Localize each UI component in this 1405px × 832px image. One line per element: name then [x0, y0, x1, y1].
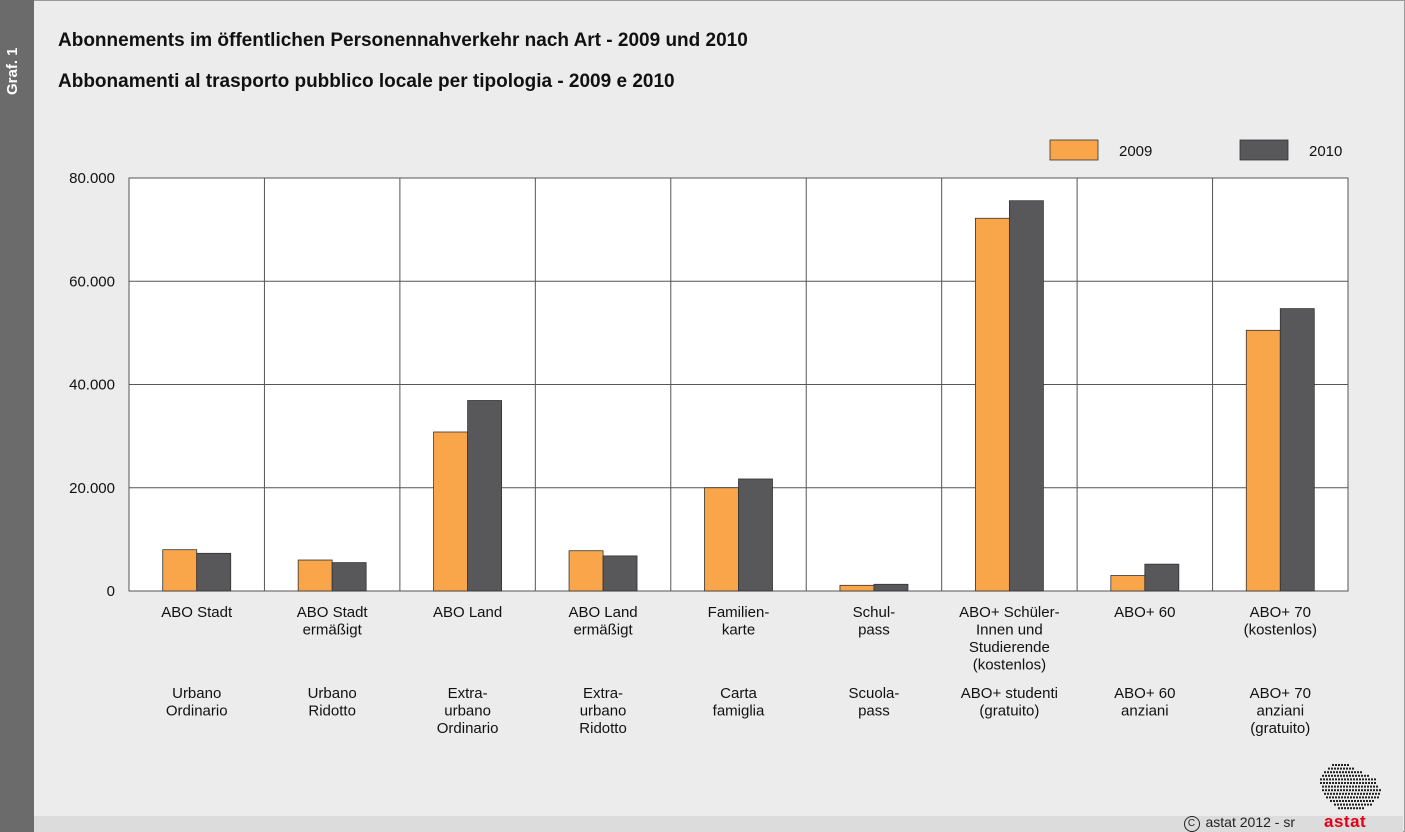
- copyright-icon: C: [1183, 816, 1200, 832]
- y-tick-label: 0: [107, 583, 115, 600]
- chart-title-italian: Abbonamenti al trasporto pubblico locale…: [58, 71, 675, 92]
- category-label-it: ABO+ 60: [1114, 685, 1175, 702]
- category-label-it: Ordinario: [166, 703, 228, 720]
- category-label-it: anziani: [1121, 703, 1169, 720]
- category-label-it: anziani: [1257, 703, 1305, 720]
- category-label-de: Schul-: [853, 604, 896, 621]
- bar-2009-2: [433, 431, 469, 592]
- category-label-de: ermäßigt: [303, 622, 363, 639]
- category-label-de: ABO Stadt: [161, 604, 233, 621]
- bars: [162, 200, 1315, 592]
- credit-text: astat 2012 - sr: [1205, 814, 1296, 830]
- bar-2010-8: [1279, 308, 1315, 592]
- bar-2009-5: [839, 584, 875, 592]
- category-label-it: pass: [858, 703, 890, 720]
- category-label-de: Studierende: [969, 639, 1050, 656]
- bar-2009-8: [1245, 329, 1281, 592]
- category-label-de: (kostenlos): [973, 657, 1046, 674]
- bar-2009-0: [162, 549, 198, 592]
- bar-2009-6: [974, 217, 1010, 592]
- bar-2009-1: [297, 559, 333, 592]
- category-label-it: ABO+ studenti: [961, 685, 1058, 702]
- category-label-de: pass: [858, 622, 890, 639]
- category-label-de: ABO Land: [568, 604, 637, 621]
- bar-2009-7: [1110, 575, 1146, 592]
- bar-2010-2: [467, 400, 503, 592]
- category-label-it: ABO+ 70: [1250, 685, 1311, 702]
- bar-2010-4: [738, 478, 773, 592]
- chart-title-german: Abonnements im öffentlichen Personennahv…: [58, 30, 748, 51]
- category-label-it: Carta: [720, 685, 757, 702]
- category-label-de: ABO Land: [433, 604, 502, 621]
- category-label-it: Scuola-: [849, 685, 900, 702]
- category-label-it: Urbano: [172, 685, 221, 702]
- category-label-it: urbano: [444, 703, 491, 720]
- y-tick-label: 40.000: [69, 377, 115, 394]
- category-label-de: ABO+ 60: [1114, 604, 1175, 621]
- category-label-it: Extra-: [583, 685, 623, 702]
- category-label-de: Innen und: [976, 622, 1043, 639]
- category-label-de: ABO+ 70: [1250, 604, 1311, 621]
- bar-2010-1: [331, 562, 367, 592]
- category-label-it: (gratuito): [979, 703, 1039, 720]
- legend-label-2010: 2010: [1309, 143, 1342, 160]
- bar-2010-5: [873, 583, 909, 592]
- legend-swatch-2009: [1049, 139, 1099, 161]
- bar-2010-6: [1008, 200, 1044, 592]
- category-label-de: ABO Stadt: [297, 604, 369, 621]
- legend: 2009 2010: [1049, 139, 1342, 161]
- astat-logo-text: astat: [1324, 812, 1367, 831]
- bar-2009-3: [568, 550, 604, 592]
- category-label-it: famiglia: [713, 703, 765, 720]
- y-tick-labels: 0 20.000 40.000 60.000 80.000: [69, 170, 115, 600]
- category-label-de: Familien-: [708, 604, 770, 621]
- category-label-it: Ridotto: [579, 720, 627, 737]
- south-tyrol-map-dots-icon: [1320, 764, 1381, 810]
- legend-label-2009: 2009: [1119, 143, 1152, 160]
- bar-2010-0: [196, 552, 232, 592]
- y-tick-label: 80.000: [69, 170, 115, 187]
- sidebar-band: Graf. 1: [0, 0, 34, 832]
- y-tick-label: 60.000: [69, 273, 115, 290]
- category-label-it: Extra-: [448, 685, 488, 702]
- bar-2009-4: [704, 487, 739, 592]
- bar-2010-3: [602, 555, 638, 592]
- footer-band: [34, 816, 1403, 832]
- category-label-de: (kostenlos): [1244, 622, 1317, 639]
- category-label-it: Urbano: [308, 685, 357, 702]
- category-label-de: ABO+ Schüler-: [959, 604, 1059, 621]
- category-label-it: urbano: [580, 703, 627, 720]
- category-label-it: (gratuito): [1250, 720, 1310, 737]
- category-label-it: Ridotto: [308, 703, 356, 720]
- bar-2010-7: [1144, 563, 1180, 592]
- legend-swatch-2010: [1239, 139, 1289, 161]
- category-label-it: Ordinario: [437, 720, 499, 737]
- category-label-de: ermäßigt: [573, 622, 633, 639]
- y-tick-label: 20.000: [69, 480, 115, 497]
- category-label-de: karte: [722, 622, 755, 639]
